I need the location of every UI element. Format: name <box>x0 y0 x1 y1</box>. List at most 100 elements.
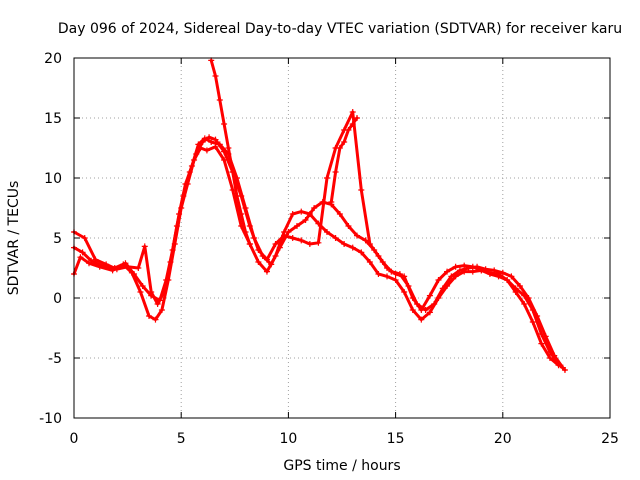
data-point <box>289 211 296 217</box>
data-point <box>161 289 168 295</box>
data-point <box>323 229 330 235</box>
series-line-track-d <box>209 58 252 246</box>
data-point <box>354 232 361 239</box>
x-tick-labels: 0 5 10 15 20 25 <box>70 431 619 447</box>
series-line-track-c <box>72 110 560 367</box>
data-point <box>225 145 232 151</box>
data-point <box>332 169 339 175</box>
data-point <box>154 301 161 307</box>
data-point <box>323 175 330 181</box>
data-point <box>366 241 373 247</box>
grid <box>74 58 610 418</box>
data-point <box>263 256 270 263</box>
y-tick-label: -5 <box>48 351 62 367</box>
data-point <box>246 241 253 247</box>
data-point <box>341 241 348 247</box>
data-point <box>426 292 433 299</box>
data-point <box>478 267 485 274</box>
data-point <box>336 211 343 217</box>
data-point <box>354 115 361 121</box>
data-point <box>358 249 365 256</box>
data-point <box>349 109 356 115</box>
chart-title: Day 096 of 2024, Sidereal Day-to-day VTE… <box>58 21 622 37</box>
data-point <box>88 257 95 264</box>
data-point <box>298 208 305 215</box>
data-point <box>392 277 399 283</box>
data-point <box>216 97 223 103</box>
x-tick-label: 15 <box>387 431 405 447</box>
data-point <box>221 121 228 127</box>
data-point <box>555 362 562 369</box>
data-point <box>332 235 339 241</box>
data-point <box>418 307 425 313</box>
data-point <box>139 283 146 289</box>
y-axis-label: SDTVAR / TECUs <box>6 181 22 296</box>
data-point <box>79 249 86 256</box>
data-point <box>242 229 249 235</box>
y-tick-label: 0 <box>53 291 62 307</box>
data-point <box>431 301 438 307</box>
data-point <box>444 268 451 275</box>
data-point <box>538 340 545 347</box>
x-axis-label: GPS time / hours <box>283 458 400 474</box>
data-point <box>349 121 356 127</box>
data-point <box>512 289 519 295</box>
data-point <box>559 364 566 371</box>
data-point <box>375 271 382 277</box>
data-point <box>546 355 553 361</box>
data-point <box>212 136 219 143</box>
data-point <box>345 223 352 229</box>
data-point <box>124 263 131 270</box>
data-point <box>336 145 343 151</box>
data-point <box>401 289 408 295</box>
data-point <box>341 139 348 145</box>
data-point <box>285 229 292 235</box>
data-point <box>491 267 498 274</box>
data-point <box>401 273 408 280</box>
data-point <box>362 237 369 244</box>
data-point <box>315 239 322 246</box>
data-point <box>77 254 84 261</box>
data-point <box>499 269 506 276</box>
series-group <box>71 57 568 373</box>
y-tick-label: -10 <box>39 411 62 427</box>
data-point <box>199 139 206 145</box>
series-markers-track-e <box>328 115 361 205</box>
data-point <box>158 307 165 313</box>
data-point <box>272 241 279 247</box>
data-point <box>551 352 558 359</box>
data-point <box>146 313 153 319</box>
data-point <box>137 289 144 295</box>
x-tick-label: 20 <box>494 431 512 447</box>
data-point <box>435 277 442 283</box>
data-point <box>534 313 541 319</box>
data-point <box>486 271 493 277</box>
series-markers-track-c <box>71 109 562 369</box>
data-point <box>293 223 300 229</box>
data-point <box>141 243 148 250</box>
data-point <box>328 199 335 205</box>
data-point <box>358 187 365 193</box>
x-tick-label: 0 <box>70 431 79 447</box>
data-point <box>349 244 356 251</box>
data-point <box>229 169 236 175</box>
y-tick-label: 20 <box>44 51 62 67</box>
data-point <box>469 263 476 270</box>
data-point <box>392 271 399 277</box>
data-point <box>206 134 213 141</box>
data-point <box>516 283 523 289</box>
data-point <box>148 289 155 295</box>
data-point <box>504 277 511 283</box>
data-point <box>542 333 549 340</box>
data-point <box>233 193 240 199</box>
data-point <box>221 148 228 155</box>
data-point <box>268 261 275 268</box>
data-point <box>255 247 262 253</box>
series-line-track-b <box>72 136 565 370</box>
x-tick-label: 5 <box>177 431 186 447</box>
y-tick-labels: -10 -5 0 5 10 15 20 <box>39 51 62 427</box>
data-point <box>448 273 455 280</box>
data-point <box>418 316 425 323</box>
data-point <box>439 285 446 292</box>
